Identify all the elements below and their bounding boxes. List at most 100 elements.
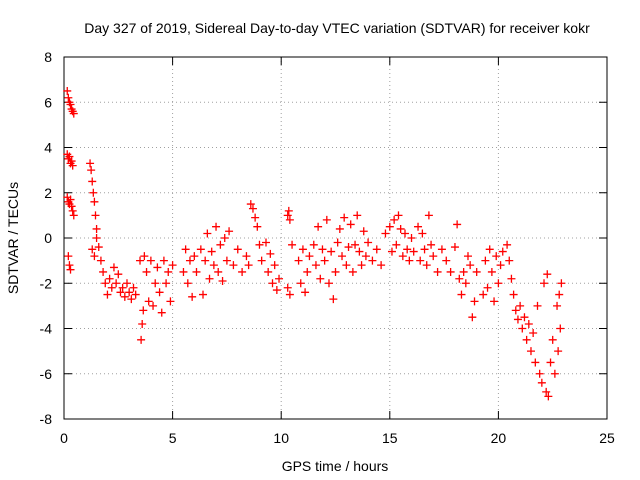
data-point — [109, 263, 118, 272]
data-point — [105, 274, 114, 283]
data-point — [181, 245, 190, 254]
data-point — [531, 358, 540, 367]
data-point — [470, 297, 479, 306]
data-point — [516, 301, 525, 310]
x-tick-label: 20 — [491, 430, 507, 446]
data-point — [185, 256, 194, 265]
data-point — [125, 288, 134, 297]
data-point — [255, 240, 264, 249]
y-axis-title: SDTVAR / TECUs — [5, 182, 21, 294]
chart-title: Day 327 of 2019, Sidereal Day-to-day VTE… — [84, 20, 590, 36]
data-point — [90, 252, 99, 261]
x-tick-label: 10 — [273, 430, 289, 446]
data-point — [481, 256, 490, 265]
data-point — [107, 283, 116, 292]
data-point — [222, 256, 231, 265]
data-point — [455, 274, 464, 283]
x-tick-label: 0 — [60, 430, 68, 446]
data-point — [468, 313, 477, 322]
data-point — [355, 247, 364, 256]
data-point — [424, 211, 433, 220]
data-point — [112, 279, 121, 288]
data-point — [142, 267, 151, 276]
data-point — [368, 256, 377, 265]
data-point — [348, 267, 357, 276]
x-axis-title: GPS time / hours — [282, 458, 389, 474]
data-point — [86, 159, 95, 168]
data-point — [420, 245, 429, 254]
data-point — [496, 261, 505, 270]
data-point — [520, 313, 529, 322]
data-point — [164, 267, 173, 276]
data-point — [229, 261, 238, 270]
data-point — [285, 215, 294, 224]
data-point — [554, 347, 563, 356]
data-point — [338, 252, 347, 261]
data-point — [329, 295, 338, 304]
data-point — [199, 290, 208, 299]
data-point — [316, 274, 325, 283]
data-point — [285, 290, 294, 299]
data-point — [63, 86, 72, 95]
data-point — [151, 279, 160, 288]
data-point — [137, 335, 146, 344]
data-point — [136, 256, 145, 265]
data-point — [327, 247, 336, 256]
y-tick-label: 6 — [44, 94, 52, 110]
data-point — [487, 267, 496, 276]
data-point — [522, 335, 531, 344]
data-point — [65, 152, 74, 161]
data-point — [67, 202, 76, 211]
data-point — [96, 256, 105, 265]
data-point — [101, 279, 110, 288]
data-point — [340, 213, 349, 222]
data-point — [138, 319, 147, 328]
data-point — [68, 161, 77, 170]
data-point — [238, 267, 247, 276]
y-tick-label: -8 — [40, 411, 53, 427]
data-point — [294, 256, 303, 265]
data-point — [529, 329, 538, 338]
data-point — [505, 256, 514, 265]
data-point — [120, 292, 129, 301]
data-point — [314, 222, 323, 231]
data-point — [450, 243, 459, 252]
data-point — [498, 247, 507, 256]
data-point — [251, 213, 260, 222]
data-point — [427, 240, 436, 249]
data-point — [257, 256, 266, 265]
data-point — [344, 243, 353, 252]
data-point — [118, 283, 127, 292]
data-point — [359, 227, 368, 236]
data-point — [555, 290, 564, 299]
data-point — [264, 267, 273, 276]
data-point — [392, 240, 401, 249]
data-point — [490, 297, 499, 306]
data-point — [351, 240, 360, 249]
data-point — [333, 238, 342, 247]
data-point — [192, 267, 201, 276]
grid-lines — [64, 57, 607, 419]
data-point — [248, 204, 257, 213]
data-point — [511, 306, 520, 315]
data-point — [357, 261, 366, 270]
data-point — [275, 274, 284, 283]
data-point — [99, 267, 108, 276]
data-point — [244, 261, 253, 270]
data-point — [513, 315, 522, 324]
data-point — [90, 197, 99, 206]
data-point — [139, 306, 148, 315]
data-point — [205, 274, 214, 283]
data-point — [518, 324, 527, 333]
data-point — [69, 211, 78, 220]
data-point — [114, 270, 123, 279]
data-point — [288, 240, 297, 249]
data-point — [429, 252, 438, 261]
data-point — [207, 247, 216, 256]
data-point — [68, 206, 77, 215]
data-point — [364, 238, 373, 247]
data-point — [149, 301, 158, 310]
data-point — [405, 256, 414, 265]
data-point — [88, 177, 97, 186]
data-point — [503, 240, 512, 249]
